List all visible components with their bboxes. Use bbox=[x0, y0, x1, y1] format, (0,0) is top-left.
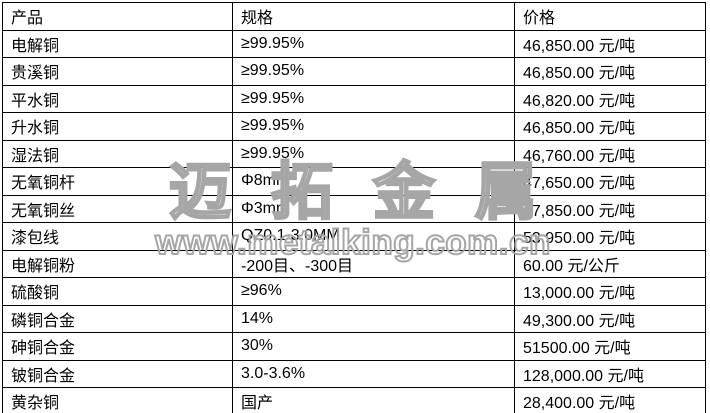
spec-cell: ≥99.95% bbox=[232, 57, 515, 86]
table-row: 电解铜 ≥99.95% 46,850.00 元/吨 bbox=[2, 29, 706, 58]
table-row: 磷铜合金 14% 49,300.00 元/吨 bbox=[2, 304, 706, 333]
table-row: 铍铜合金 3.0-3.6% 128,000.00 元/吨 bbox=[2, 359, 706, 388]
price-cell: 47,650.00 元/吨 bbox=[514, 167, 706, 196]
price-cell: 13,000.00 元/吨 bbox=[514, 277, 706, 306]
product-cell: 漆包线 bbox=[2, 222, 233, 251]
price-cell: 46,760.00 元/吨 bbox=[514, 139, 706, 168]
product-cell: 无氧铜杆 bbox=[2, 167, 233, 196]
price-cell: 49,300.00 元/吨 bbox=[514, 304, 706, 333]
product-cell: 无氧铜丝 bbox=[2, 194, 233, 223]
price-cell: 128,000.00 元/吨 bbox=[514, 359, 706, 388]
table-row: 平水铜 ≥99.95% 46,820.00 元/吨 bbox=[2, 84, 706, 113]
spec-cell: ≥99.95% bbox=[232, 84, 515, 113]
spec-cell: Φ8mm bbox=[232, 167, 515, 196]
product-cell: 铍铜合金 bbox=[2, 359, 233, 388]
table-row: 无氧铜杆 Φ8mm 47,650.00 元/吨 bbox=[2, 167, 706, 196]
table-row: 升水铜 ≥99.95% 46,850.00 元/吨 bbox=[2, 112, 706, 141]
spec-cell: ≥99.95% bbox=[232, 29, 515, 58]
column-header-spec: 规格 bbox=[232, 2, 515, 31]
product-cell: 平水铜 bbox=[2, 84, 233, 113]
price-cell: 46,850.00 元/吨 bbox=[514, 112, 706, 141]
table-row: 电解铜粉 -200目、-300目 60.00 元/公斤 bbox=[2, 249, 706, 278]
product-cell: 电解铜粉 bbox=[2, 249, 233, 278]
spec-cell: 3.0-3.6% bbox=[232, 359, 515, 388]
spec-cell: 14% bbox=[232, 304, 515, 333]
table-row: 无氧铜丝 Φ3mm 47,850.00 元/吨 bbox=[2, 194, 706, 223]
price-cell: 47,850.00 元/吨 bbox=[514, 194, 706, 223]
spec-cell: Φ3mm bbox=[232, 194, 515, 223]
price-cell: 46,850.00 元/吨 bbox=[514, 57, 706, 86]
spec-cell: -200目、-300目 bbox=[232, 249, 515, 278]
table-row: 黄杂铜 国产 28,400.00 元/吨 bbox=[2, 387, 706, 413]
column-header-product: 产品 bbox=[2, 2, 233, 31]
price-cell: 46,850.00 元/吨 bbox=[514, 29, 706, 58]
product-cell: 硫酸铜 bbox=[2, 277, 233, 306]
product-cell: 升水铜 bbox=[2, 112, 233, 141]
table-body: 电解铜 ≥99.95% 46,850.00 元/吨 贵溪铜 ≥99.95% 46… bbox=[2, 29, 706, 413]
spec-cell: ≥99.95% bbox=[232, 112, 515, 141]
table-row: 硫酸铜 ≥96% 13,000.00 元/吨 bbox=[2, 277, 706, 306]
price-cell: 53,950.00 元/吨 bbox=[514, 222, 706, 251]
table-row: 漆包线 QZ0.1-3.0MM 53,950.00 元/吨 bbox=[2, 222, 706, 251]
product-cell: 贵溪铜 bbox=[2, 57, 233, 86]
product-cell: 湿法铜 bbox=[2, 139, 233, 168]
price-cell: 28,400.00 元/吨 bbox=[514, 387, 706, 413]
price-cell: 60.00 元/公斤 bbox=[514, 249, 706, 278]
product-cell: 磷铜合金 bbox=[2, 304, 233, 333]
column-header-price: 价格 bbox=[514, 2, 706, 31]
spec-cell: ≥96% bbox=[232, 277, 515, 306]
table-row: 砷铜合金 30% 51500.00 元/吨 bbox=[2, 332, 706, 361]
table-row: 贵溪铜 ≥99.95% 46,850.00 元/吨 bbox=[2, 57, 706, 86]
product-cell: 砷铜合金 bbox=[2, 332, 233, 361]
product-cell: 电解铜 bbox=[2, 29, 233, 58]
price-cell: 51500.00 元/吨 bbox=[514, 332, 706, 361]
spec-cell: ≥99.95% bbox=[232, 139, 515, 168]
spec-cell: 30% bbox=[232, 332, 515, 361]
header-row: 产品 规格 价格 bbox=[2, 2, 706, 31]
price-cell: 46,820.00 元/吨 bbox=[514, 84, 706, 113]
table-row: 湿法铜 ≥99.95% 46,760.00 元/吨 bbox=[2, 139, 706, 168]
spec-cell: 国产 bbox=[232, 387, 515, 413]
spec-cell: QZ0.1-3.0MM bbox=[232, 222, 515, 251]
product-cell: 黄杂铜 bbox=[2, 387, 233, 413]
